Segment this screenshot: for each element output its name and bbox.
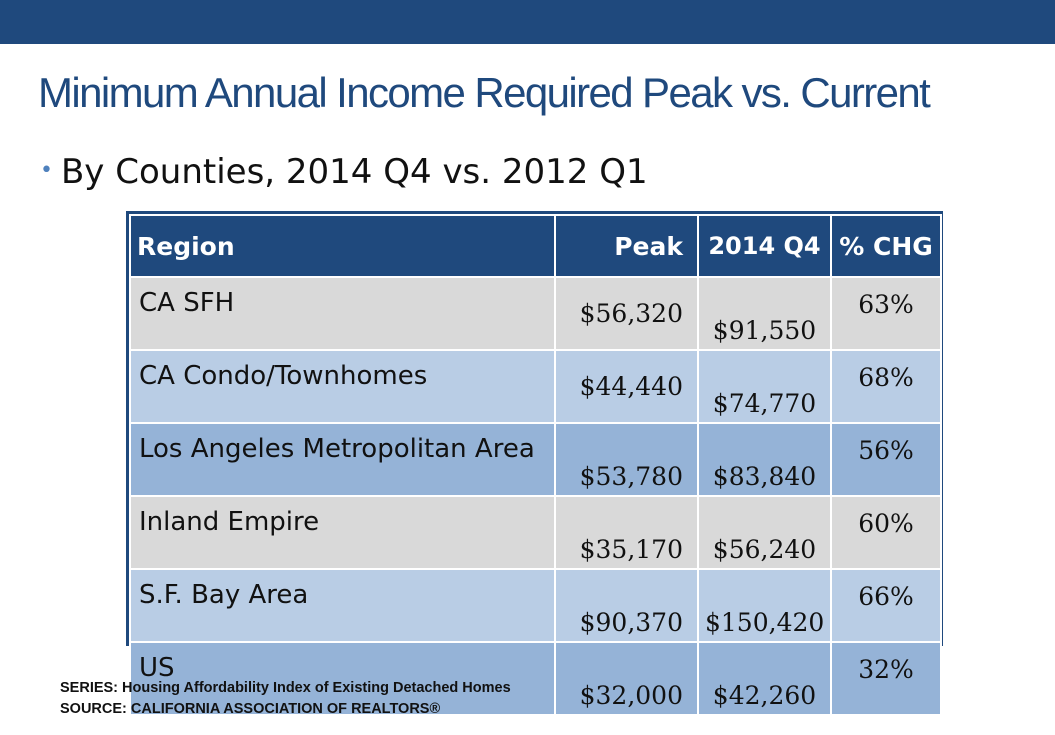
top-banner: [0, 0, 1055, 44]
cell-peak: $90,370: [554, 568, 699, 643]
table-row: CA SFH $56,320 $91,550 63%: [129, 276, 942, 351]
cell-peak: $53,780: [554, 422, 699, 497]
cell-region: Inland Empire: [129, 495, 556, 570]
cell-pct-chg: 32%: [830, 641, 942, 716]
cell-pct-chg: 68%: [830, 349, 942, 424]
cell-pct-chg: 63%: [830, 276, 942, 351]
cell-2014-q4: $83,840: [697, 422, 832, 497]
cell-2014-q4: $56,240: [697, 495, 832, 570]
bullet-text: By Counties, 2014 Q4 vs. 2012 Q1: [60, 152, 648, 192]
header-region: Region: [129, 214, 556, 278]
cell-region: S.F. Bay Area: [129, 568, 556, 643]
cell-region: US: [129, 641, 556, 716]
header-pct-chg: % CHG: [830, 214, 942, 278]
slide-title: Minimum Annual Income Required Peak vs. …: [38, 69, 931, 116]
table-row: CA Condo/Townhomes $44,440 $74,770 68%: [129, 349, 942, 424]
income-table-frame: Region Peak 2014 Q4 % CHG CA SFH $56,320…: [126, 211, 943, 716]
header-2014-q4: 2014 Q4: [697, 214, 832, 278]
cell-region: CA Condo/Townhomes: [129, 349, 556, 424]
table-row: Los Angeles Metropolitan Area $53,780 $8…: [129, 422, 942, 497]
cell-pct-chg: 56%: [830, 422, 942, 497]
cell-peak: $44,440: [554, 349, 699, 424]
cell-2014-q4: $42,260: [697, 641, 832, 716]
cell-peak: $32,000: [554, 641, 699, 716]
cell-region: CA SFH: [129, 276, 556, 351]
cell-pct-chg: 60%: [830, 495, 942, 570]
bullet-point: • By Counties, 2014 Q4 vs. 2012 Q1: [40, 152, 648, 193]
table-row: S.F. Bay Area $90,370 $150,420 66%: [129, 568, 942, 643]
cell-pct-chg: 66%: [830, 568, 942, 643]
table-header-row: Region Peak 2014 Q4 % CHG: [129, 214, 942, 278]
cell-2014-q4: $150,420: [697, 568, 832, 643]
series-note: SERIES: Housing Affordability Index of E…: [60, 680, 511, 696]
source-note: SOURCE: CALIFORNIA ASSOCIATION OF REALTO…: [60, 701, 441, 717]
cell-peak: $35,170: [554, 495, 699, 570]
cell-region: Los Angeles Metropolitan Area: [129, 422, 556, 497]
cell-peak: $56,320: [554, 276, 699, 351]
table-row: US $32,000 $42,260 32%: [129, 641, 942, 716]
income-table: Region Peak 2014 Q4 % CHG CA SFH $56,320…: [129, 214, 942, 716]
cell-2014-q4: $91,550: [697, 276, 832, 351]
footnotes: SERIES: Housing Affordability Index of E…: [60, 678, 511, 720]
header-peak: Peak: [554, 214, 699, 278]
table-row: Inland Empire $35,170 $56,240 60%: [129, 495, 942, 570]
cell-2014-q4: $74,770: [697, 349, 832, 424]
bullet-dot-icon: •: [40, 158, 53, 183]
